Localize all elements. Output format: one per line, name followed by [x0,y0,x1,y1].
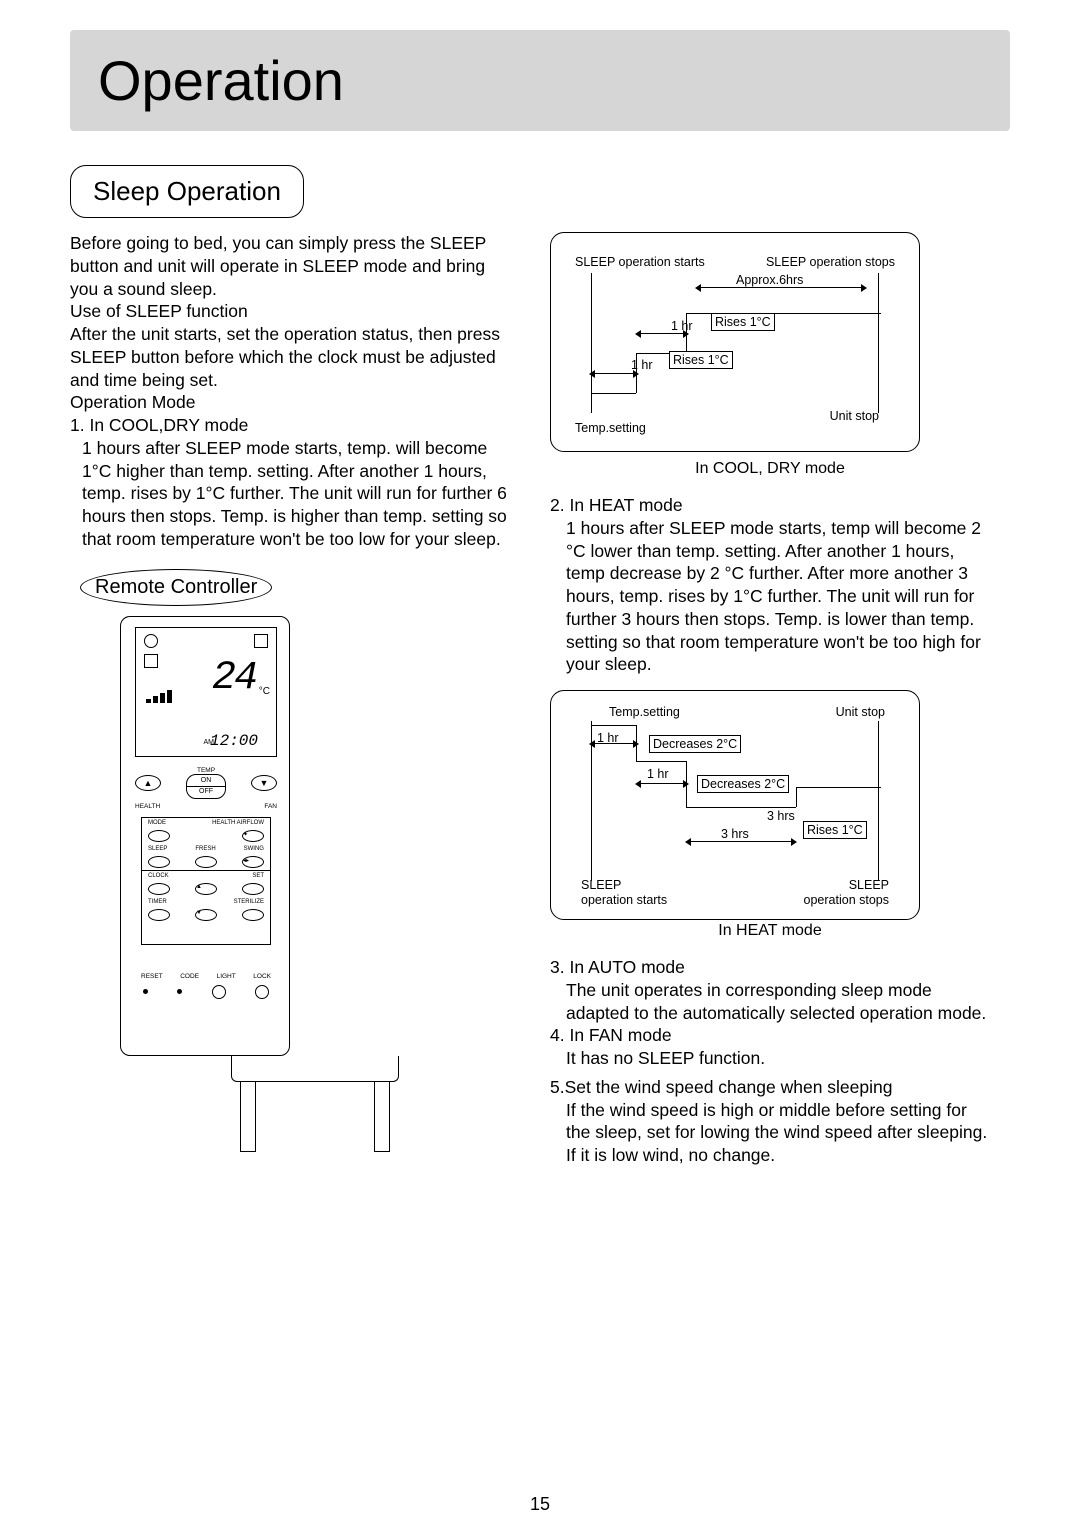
diag1-caption: In COOL, DRY mode [550,460,990,478]
sleep-button[interactable] [148,856,170,868]
temp-up-button[interactable]: ▲ [135,775,161,791]
lock-button[interactable] [255,985,269,999]
lcd-temp-unit: °C [259,686,270,697]
title-banner: Operation [70,30,1010,131]
reset-button[interactable] [143,989,148,994]
intro-text: Before going to bed, you can simply pres… [70,232,510,300]
remote-heading: Remote Controller [80,569,272,606]
use-body: After the unit starts, set the operation… [70,323,510,391]
fan-bars-icon [146,690,172,703]
mode-icon [144,634,158,648]
code-button[interactable] [177,989,182,994]
mode2-title: 2. In HEAT mode [550,494,990,517]
remote-button-panel: MODEHEALTH AIRFLOW ✦ SLEEPFRESHSWING ◂▸ … [141,817,271,945]
heat-diagram: Temp.setting Unit stop 1 hr Decreases 2°… [550,690,920,920]
use-heading: Use of SLEEP function [70,300,510,323]
lcd-temp: 24 [212,656,256,701]
sterilize-button[interactable] [242,909,264,921]
sleep-icon [144,654,158,668]
fan-label: FAN [264,803,277,810]
mode4-title: 4. In FAN mode [550,1024,990,1047]
page-title: Operation [98,48,982,113]
up-button[interactable]: ▲ [195,883,217,895]
temp-label: TEMP [186,767,226,774]
mode3-body: The unit operates in corresponding sleep… [550,979,990,1025]
set-button[interactable] [242,883,264,895]
mode3-title: 3. In AUTO mode [550,956,990,979]
page-number: 15 [0,1494,1080,1515]
section-heading: Sleep Operation [70,165,304,218]
fresh-button[interactable] [195,856,217,868]
remote-controller-figure: 24 °C AM 12:00 ▲ TEMP ON OFF [120,616,510,1152]
onoff-button[interactable]: ON OFF [186,774,226,799]
mode1-body: 1 hours after SLEEP mode starts, temp. w… [70,437,510,551]
mode5-body: If the wind speed is high or middle befo… [550,1099,990,1167]
mode5-title: 5.Set the wind speed change when sleepin… [550,1076,990,1099]
lcd-clock: 12:00 [210,732,258,750]
mode2-body: 1 hours after SLEEP mode starts, temp wi… [550,517,990,676]
cool-dry-diagram: SLEEP operation starts SLEEP operation s… [550,232,920,452]
airflow-button[interactable]: ✦ [242,830,264,842]
mode-button[interactable] [148,830,170,842]
down-button[interactable]: ▼ [195,909,217,921]
timer-button[interactable] [148,909,170,921]
signal-icon [254,634,268,648]
swing-button[interactable]: ◂▸ [242,856,264,868]
health-label: HEALTH [135,803,160,810]
diag2-caption: In HEAT mode [550,922,990,940]
remote-lcd: 24 °C AM 12:00 [135,627,277,757]
opmode-heading: Operation Mode [70,391,510,414]
mode1-title: 1. In COOL,DRY mode [70,414,510,437]
light-button[interactable] [212,985,226,999]
mode4-body: It has no SLEEP function. [550,1047,990,1070]
remote-stand [230,1056,400,1152]
clock-button[interactable] [148,883,170,895]
temp-down-button[interactable]: ▼ [251,775,277,791]
